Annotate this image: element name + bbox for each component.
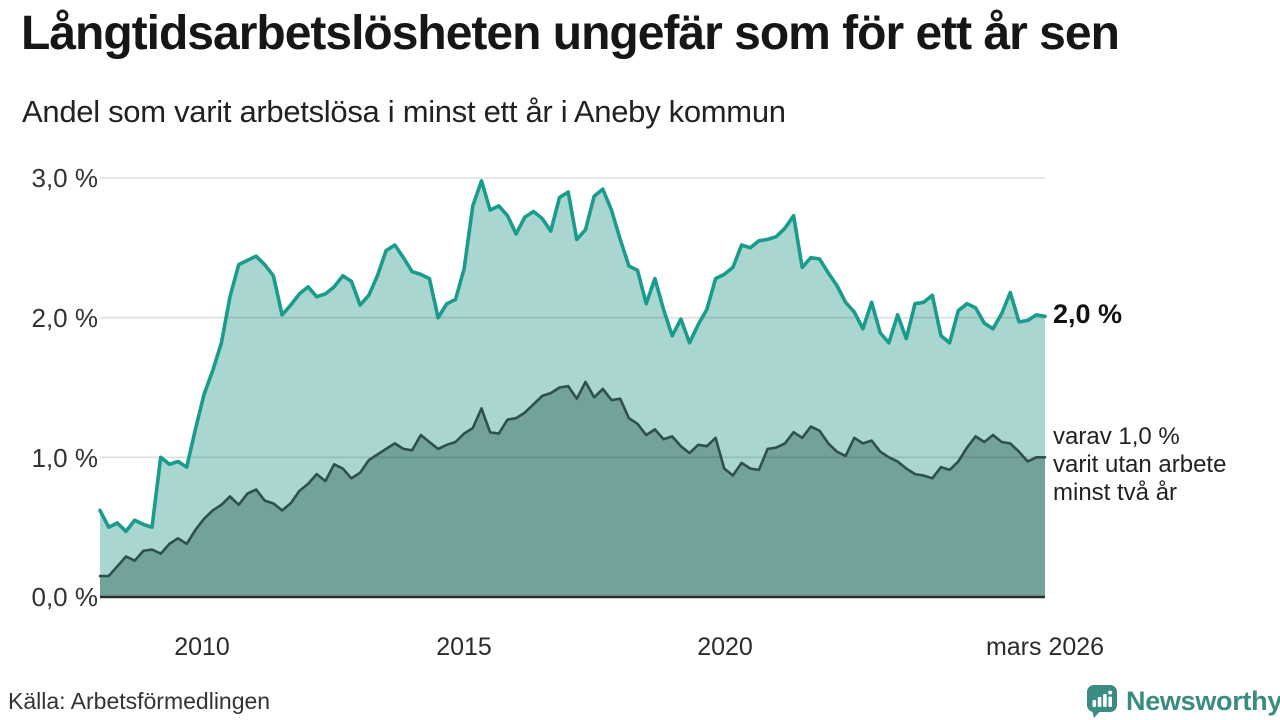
x-tick-2015: 2015: [436, 633, 492, 661]
y-tick-0: 0,0 %: [31, 582, 99, 612]
annotation-two-year-share: varav 1,0 % varit utan arbete minst två …: [1053, 423, 1226, 506]
x-tick-2020: 2020: [697, 633, 753, 661]
y-tick-3: 3,0 %: [31, 163, 99, 193]
annotation-line-3: minst två år: [1053, 478, 1178, 506]
x-tick-2010: 2010: [174, 633, 230, 661]
annotation-latest-total: 2,0 %: [1053, 299, 1123, 329]
newsworthy-logo-text: Newsworthy: [1126, 685, 1280, 716]
source-note: Källa: Arbetsförmedlingen: [8, 688, 271, 714]
y-tick-2: 2,0 %: [31, 303, 99, 333]
y-tick-1: 1,0 %: [31, 443, 99, 473]
annotation-line-2: varit utan arbete: [1053, 450, 1227, 478]
page-title: Långtidsarbetslösheten ungefär som för e…: [21, 7, 1120, 60]
chart-subtitle: Andel som varit arbetslösa i minst ett å…: [22, 94, 786, 129]
newsworthy-logo-icon: [1087, 685, 1117, 718]
x-tick-latest: mars 2026: [985, 633, 1105, 661]
newsworthy-logo[interactable]: Newsworthy: [1086, 684, 1280, 718]
annotation-line-1: varav 1,0 %: [1053, 423, 1180, 450]
